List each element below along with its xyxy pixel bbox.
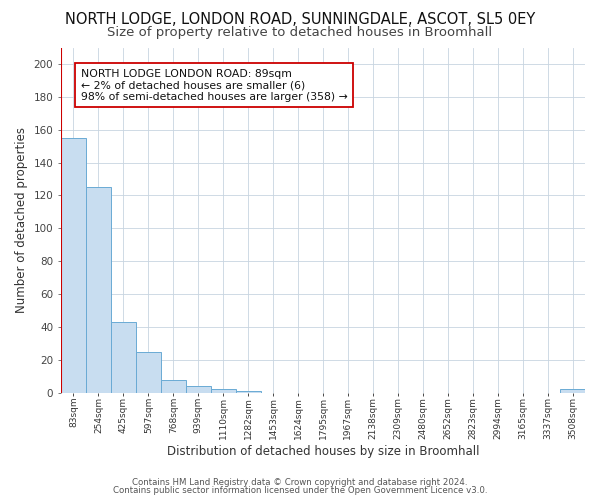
Bar — [111, 322, 136, 392]
Y-axis label: Number of detached properties: Number of detached properties — [15, 127, 28, 313]
X-axis label: Distribution of detached houses by size in Broomhall: Distribution of detached houses by size … — [167, 444, 479, 458]
Text: Contains HM Land Registry data © Crown copyright and database right 2024.: Contains HM Land Registry data © Crown c… — [132, 478, 468, 487]
Bar — [86, 187, 111, 392]
Text: Size of property relative to detached houses in Broomhall: Size of property relative to detached ho… — [107, 26, 493, 39]
Bar — [161, 380, 186, 392]
Bar — [211, 390, 236, 392]
Text: NORTH LODGE LONDON ROAD: 89sqm
← 2% of detached houses are smaller (6)
98% of se: NORTH LODGE LONDON ROAD: 89sqm ← 2% of d… — [81, 69, 347, 102]
Bar — [61, 138, 86, 392]
Text: NORTH LODGE, LONDON ROAD, SUNNINGDALE, ASCOT, SL5 0EY: NORTH LODGE, LONDON ROAD, SUNNINGDALE, A… — [65, 12, 535, 28]
Bar — [560, 390, 585, 392]
Bar — [236, 391, 260, 392]
Text: Contains public sector information licensed under the Open Government Licence v3: Contains public sector information licen… — [113, 486, 487, 495]
Bar — [136, 352, 161, 393]
Bar — [186, 386, 211, 392]
